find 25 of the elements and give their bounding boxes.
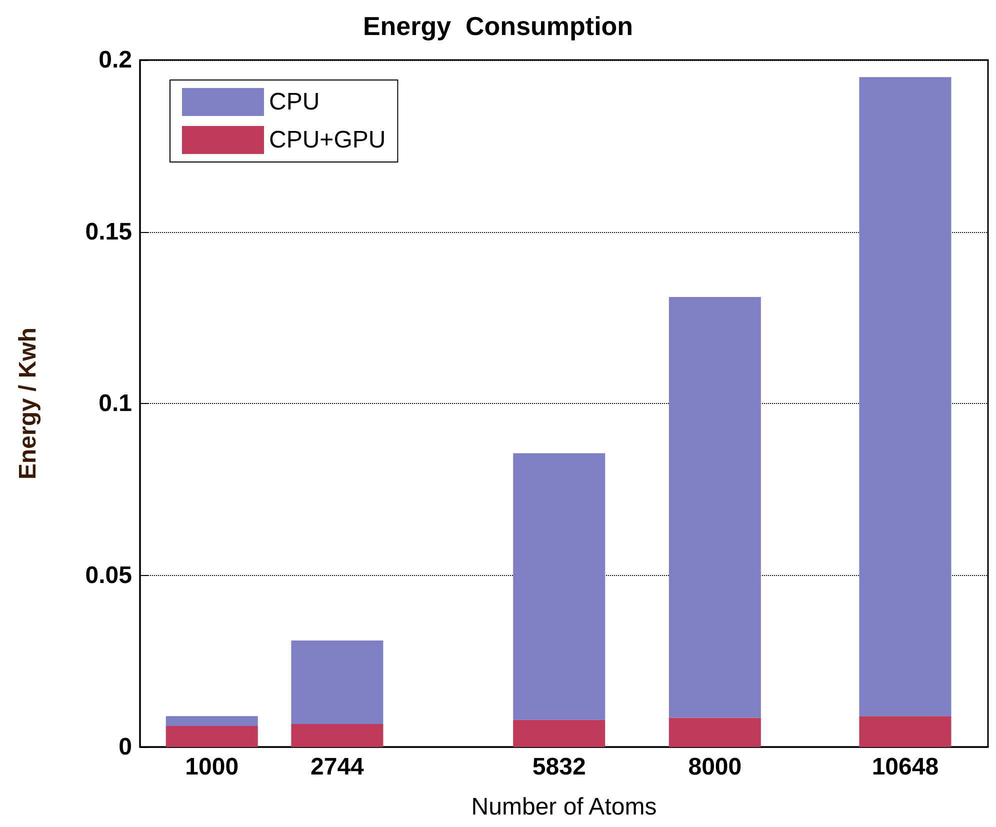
y-tick-label: 0 xyxy=(118,734,132,760)
bar xyxy=(859,716,952,747)
bar xyxy=(668,718,761,747)
y-tick-label: 0.05 xyxy=(85,562,132,589)
x-tick-label: 10648 xyxy=(872,754,939,780)
x-tick-label: 2744 xyxy=(310,754,365,780)
y-tick-label: 0.1 xyxy=(98,390,132,417)
bar xyxy=(291,640,384,724)
legend-label: CPU xyxy=(269,88,320,116)
bar xyxy=(513,453,606,720)
y-axis-title: Energy / Kwh xyxy=(14,327,42,480)
bar xyxy=(668,297,761,718)
chart-title: Energy Consumption xyxy=(362,11,634,41)
x-tick-label: 1000 xyxy=(185,754,239,780)
x-tick-label: 8000 xyxy=(688,754,742,780)
bar xyxy=(859,77,952,716)
bar xyxy=(291,724,384,747)
bar xyxy=(513,720,606,747)
x-tick-label: 5832 xyxy=(532,754,586,780)
y-tick-label: 0.2 xyxy=(98,46,132,74)
bar xyxy=(166,716,258,726)
legend-label: CPU+GPU xyxy=(269,126,386,154)
bar xyxy=(166,726,258,747)
y-tick-label: 0.15 xyxy=(85,218,132,246)
x-axis-title: Number of Atoms xyxy=(471,794,657,820)
